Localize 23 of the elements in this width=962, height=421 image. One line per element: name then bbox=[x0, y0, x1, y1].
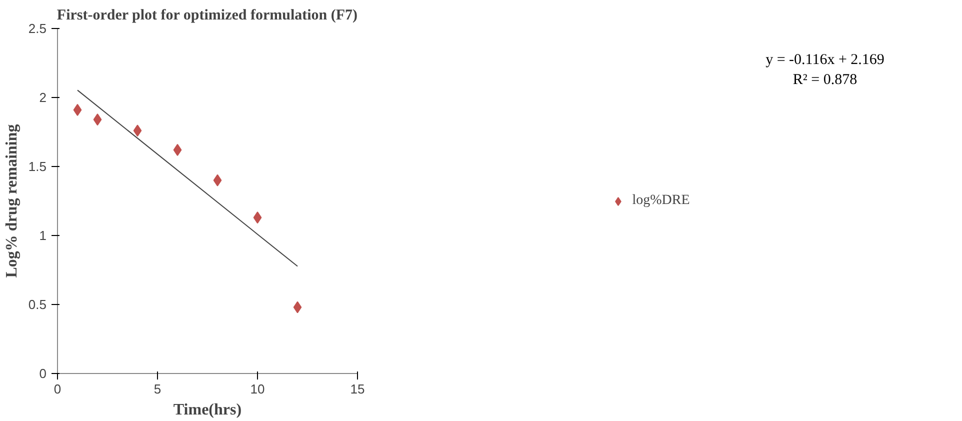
text: y = -0.116x + 2.169 bbox=[766, 52, 884, 68]
chart-title: First-order plot for optimized formulation (F7) bbox=[56, 8, 358, 24]
x-tick-label: 0 bbox=[54, 382, 62, 396]
x-axis-title: Time(hrs) bbox=[173, 402, 242, 418]
point bbox=[213, 174, 222, 186]
y-tick-label: 0 bbox=[39, 366, 47, 381]
point bbox=[253, 212, 262, 224]
x-tick-label: 5 bbox=[154, 382, 162, 396]
text: R² = 0.878 bbox=[792, 72, 858, 88]
y-axis-title: Log% drug remaining bbox=[3, 124, 20, 278]
y-tick-label: 1.5 bbox=[28, 159, 47, 174]
point bbox=[93, 114, 102, 126]
point bbox=[293, 301, 302, 314]
y-tick-label: 2.5 bbox=[28, 21, 47, 36]
legend-label: log%DRE bbox=[632, 192, 690, 208]
y-tick-label: 2 bbox=[39, 90, 47, 105]
x-tick-label: 15 bbox=[350, 382, 365, 396]
point bbox=[133, 124, 142, 137]
y-tick-label: 0.5 bbox=[28, 297, 47, 312]
y-tick-label: 1 bbox=[39, 228, 47, 243]
x-tick-label: 10 bbox=[250, 382, 265, 396]
point bbox=[173, 144, 182, 156]
point bbox=[73, 104, 82, 116]
